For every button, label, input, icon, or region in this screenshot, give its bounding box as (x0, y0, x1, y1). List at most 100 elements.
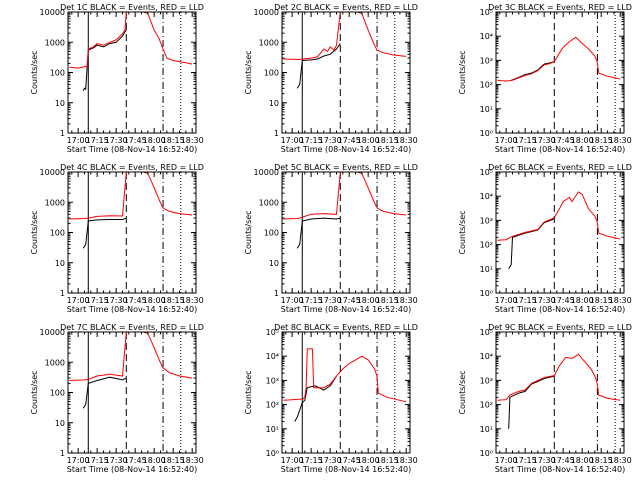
x-tick-label: 17:30 (533, 456, 556, 465)
panel-title: Det 5C BLACK = Events, RED = LLD (274, 163, 418, 172)
y-tick-label: 1 (60, 289, 65, 298)
x-tick-label: 18:00 (143, 296, 166, 305)
x-tick-label: 17:45 (552, 136, 575, 145)
x-tick-label: 18:00 (143, 136, 166, 145)
x-tick-label: 18:15 (590, 136, 613, 145)
y-tick-label: 10000 (40, 328, 65, 337)
x-tick-label: 18:30 (395, 456, 418, 465)
x-tick-label: 18:15 (162, 456, 185, 465)
series-line-events (508, 375, 555, 429)
x-tick-label: 18:30 (609, 136, 632, 145)
series-line-events (508, 218, 555, 270)
x-tick-label: 18:00 (571, 456, 594, 465)
x-tick-label: 17:00 (281, 136, 304, 145)
y-tick-label: 100 (50, 229, 65, 238)
panel-title: Det 7C BLACK = Events, RED = LLD (60, 323, 204, 332)
y-axis-label: Counts/sec (458, 50, 467, 94)
plot-frame (281, 331, 411, 454)
y-tick-label: 10000 (40, 168, 65, 177)
y-tick-label: 10⁴ (266, 352, 279, 361)
x-tick-label: 17:15 (514, 456, 537, 465)
y-tick-label: 10⁵ (480, 168, 493, 177)
y-tick-label: 10000 (254, 168, 279, 177)
x-tick-label: 17:15 (300, 136, 323, 145)
x-tick-label: 17:15 (86, 296, 109, 305)
y-tick-label: 10¹ (480, 105, 493, 114)
y-tick-label: 10⁴ (480, 352, 493, 361)
x-tick-label: 18:00 (357, 136, 380, 145)
detector-panel-6: Det 6C BLACK = Events, RED = LLD 10⁰ 10¹ 10… (458, 163, 632, 314)
y-tick-label: 10 (269, 259, 279, 268)
x-tick-label: 17:30 (319, 456, 342, 465)
series-line-events (82, 29, 127, 91)
x-tick-label: 17:30 (105, 296, 128, 305)
series-line-lld (69, 172, 193, 220)
x-tick-label: 18:30 (181, 456, 204, 465)
x-tick-label: 18:00 (571, 296, 594, 305)
x-axis-label: Start Time (08-Nov-14 16:52:40) (495, 145, 625, 154)
x-tick-label: 17:45 (124, 456, 147, 465)
x-tick-label: 18:15 (376, 456, 399, 465)
plot-frame (495, 11, 625, 134)
x-tick-label: 17:45 (552, 296, 575, 305)
panel-title: Det 3C BLACK = Events, RED = LLD (488, 3, 632, 12)
y-tick-label: 10² (480, 81, 493, 90)
y-tick-label: 1000 (45, 38, 65, 47)
series-line-events (294, 375, 337, 422)
x-tick-label: 17:45 (124, 136, 147, 145)
y-tick-label: 10¹ (480, 425, 493, 434)
y-tick-label: 10⁵ (266, 328, 279, 337)
y-tick-label: 1000 (259, 198, 279, 207)
detector-panel-7: Det 7C BLACK = Events, RED = LLD 1 10 100 10… (30, 323, 204, 474)
panel-title: Det 1C BLACK = Events, RED = LLD (60, 3, 204, 12)
panel-title: Det 2C BLACK = Events, RED = LLD (274, 3, 418, 12)
panel-title: Det 6C BLACK = Events, RED = LLD (488, 163, 632, 172)
x-tick-label: 17:00 (281, 296, 304, 305)
y-tick-label: 10³ (480, 216, 493, 225)
x-axis-label: Start Time (08-Nov-14 16:52:40) (495, 465, 625, 474)
y-tick-label: 10⁵ (480, 8, 493, 17)
detector-panel-2: Det 2C BLACK = Events, RED = LLD 1 10 100 10… (244, 3, 418, 154)
series-line-lld (69, 332, 193, 381)
y-tick-label: 10 (269, 99, 279, 108)
y-axis-label: Counts/sec (30, 370, 39, 414)
x-tick-label: 17:30 (533, 136, 556, 145)
y-tick-label: 10 (55, 99, 65, 108)
x-tick-label: 17:00 (67, 136, 90, 145)
x-tick-label: 17:15 (86, 456, 109, 465)
x-tick-label: 18:15 (590, 456, 613, 465)
x-axis-label: Start Time (08-Nov-14 16:52:40) (281, 465, 411, 474)
y-tick-label: 10⁴ (480, 32, 493, 41)
y-tick-label: 10 (55, 259, 65, 268)
x-tick-label: 17:45 (552, 456, 575, 465)
x-tick-label: 18:15 (376, 296, 399, 305)
detector-panel-8: Det 8C BLACK = Events, RED = LLD 10⁰ 10¹ 10… (244, 323, 418, 474)
y-tick-label: 10000 (254, 8, 279, 17)
y-tick-label: 10000 (40, 8, 65, 17)
y-tick-label: 1000 (45, 198, 65, 207)
y-tick-label: 100 (264, 69, 279, 78)
x-axis-label: Start Time (08-Nov-14 16:52:40) (495, 305, 625, 314)
y-tick-label: 10⁰ (266, 449, 279, 458)
x-tick-label: 17:30 (105, 456, 128, 465)
detector-panel-3: Det 3C BLACK = Events, RED = LLD 10⁰ 10¹ 10… (458, 3, 632, 154)
detector-panel-5: Det 5C BLACK = Events, RED = LLD 1 10 100 10… (244, 163, 418, 314)
y-tick-label: 10² (480, 241, 493, 250)
x-tick-label: 17:15 (300, 456, 323, 465)
x-tick-label: 18:30 (609, 296, 632, 305)
y-tick-label: 1 (60, 449, 65, 458)
y-tick-label: 100 (264, 229, 279, 238)
x-tick-label: 17:00 (495, 136, 518, 145)
panel-title: Det 9C BLACK = Events, RED = LLD (488, 323, 632, 332)
y-tick-label: 10³ (480, 56, 493, 65)
y-tick-label: 10² (480, 401, 493, 410)
y-tick-label: 1 (274, 289, 279, 298)
y-tick-label: 10⁰ (480, 449, 493, 458)
detector-panel-1: Det 1C BLACK = Events, RED = LLD 1 10 100 10… (30, 3, 204, 154)
x-tick-label: 17:00 (67, 296, 90, 305)
series-line-lld (69, 12, 193, 69)
x-tick-label: 17:45 (124, 296, 147, 305)
x-tick-label: 17:30 (319, 136, 342, 145)
y-tick-label: 10³ (266, 376, 279, 385)
y-tick-label: 10⁰ (480, 129, 493, 138)
